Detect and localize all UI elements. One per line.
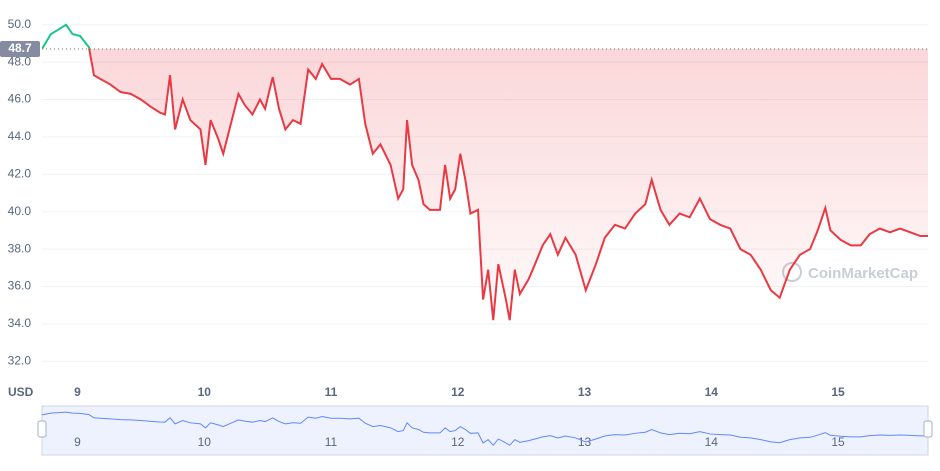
y-tick-label: 48.0 xyxy=(8,54,32,68)
navigator-tick-label: 14 xyxy=(705,435,719,449)
price-line xyxy=(42,49,928,321)
baseline-label: 48.7 xyxy=(8,41,32,55)
navigator-box[interactable] xyxy=(41,405,929,456)
navigator-handle[interactable] xyxy=(923,420,933,438)
x-tick-label: 11 xyxy=(325,385,338,399)
price-area xyxy=(42,49,928,321)
navigator-tick-label: 10 xyxy=(198,435,212,449)
x-tick-label: 15 xyxy=(831,385,845,399)
y-tick-label: 34.0 xyxy=(8,316,32,330)
navigator-tick-label: 12 xyxy=(451,435,465,449)
y-tick-label: 44.0 xyxy=(8,129,32,143)
navigator-tick-label: 15 xyxy=(831,435,845,449)
x-tick-label: 13 xyxy=(578,385,592,399)
y-tick-label: 38.0 xyxy=(8,241,32,255)
navigator-tick-label: 11 xyxy=(325,435,338,449)
x-tick-label: 12 xyxy=(451,385,465,399)
y-tick-label: 46.0 xyxy=(8,92,32,106)
navigator-line xyxy=(41,411,928,447)
navigator-tick-label: 13 xyxy=(578,435,592,449)
baseline-badge xyxy=(0,41,40,58)
y-tick-label: 50.0 xyxy=(8,17,32,31)
x-tick-label: 14 xyxy=(705,385,719,399)
y-tick-label: 42.0 xyxy=(8,166,32,180)
y-tick-label: 32.0 xyxy=(8,353,32,367)
navigator-handle[interactable] xyxy=(37,420,47,438)
x-tick-label: 10 xyxy=(198,385,212,399)
navigator-tick-label: 9 xyxy=(74,435,81,449)
currency-label: USD xyxy=(8,385,34,399)
y-tick-label: 40.0 xyxy=(8,204,32,218)
watermark: CoinMarketCap xyxy=(808,265,918,282)
y-tick-label: 36.0 xyxy=(8,279,32,293)
x-tick-label: 9 xyxy=(74,385,81,399)
